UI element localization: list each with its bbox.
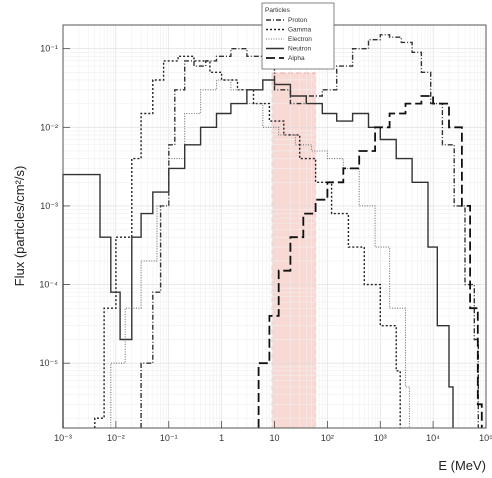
y-tick-label: 10⁻⁴ [39, 280, 58, 290]
legend-label-neutron: Neutron [288, 46, 312, 53]
x-tick-label: 10² [321, 433, 334, 443]
legend: Particles Proton Gamma Electron Neutron Alpha [261, 2, 335, 70]
highlight-band [271, 72, 317, 429]
x-tick-label: 10⁴ [426, 433, 440, 443]
series-line-electron [110, 79, 411, 428]
y-tick-label: 10⁻³ [40, 201, 58, 211]
x-tick-label: 10⁻³ [54, 433, 72, 443]
y-tick-label: 10⁻² [40, 122, 58, 132]
y-tick-label: 10⁻¹ [40, 44, 58, 54]
x-tick-label: 10⁻¹ [160, 433, 178, 443]
x-axis-title: E (MeV) [438, 458, 486, 473]
legend-label-alpha: Alpha [288, 55, 305, 62]
legend-label-electron: Electron [288, 36, 312, 43]
series-line-alpha [257, 95, 483, 428]
y-tick-label: 10⁻⁵ [40, 358, 59, 368]
series-line-neutron [62, 79, 454, 428]
y-axis-title: Flux (particles/cm²/s) [12, 166, 27, 287]
highlight-band-group [271, 72, 317, 429]
legend-title: Particles [265, 7, 291, 14]
x-tick-label: 1 [219, 433, 224, 443]
x-tick-label: 10⁻² [107, 433, 125, 443]
legend-label-proton: Proton [288, 17, 308, 24]
series-line-gamma [94, 55, 401, 428]
grid-group [62, 24, 487, 428]
ticks-group: 10⁻³ 10⁻² 10⁻¹ 1 10 10² 10³ 10⁴ 10⁵ 10⁻⁵ 10⁻⁴ 10⁻³ 1… [39, 44, 492, 443]
x-tick-label: 10 [269, 433, 279, 443]
x-tick-label: 10⁵ [479, 433, 492, 443]
legend-label-gamma: Gamma [288, 27, 312, 34]
x-tick-label: 10³ [374, 433, 387, 443]
series-group [62, 34, 483, 428]
